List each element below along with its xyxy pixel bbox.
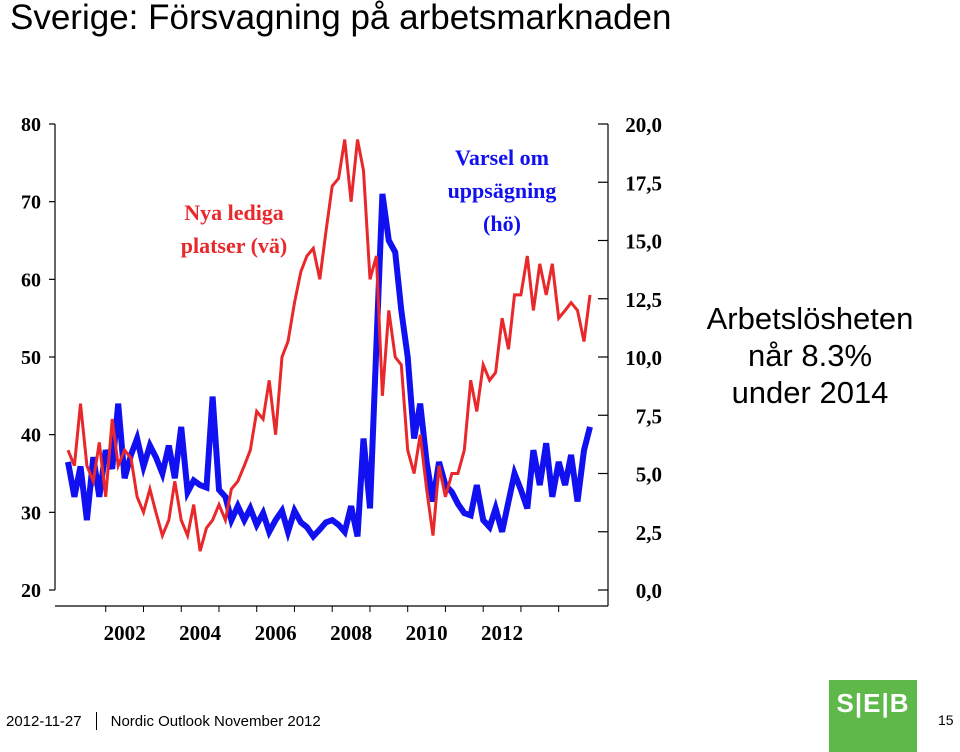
right-tick-label: 7,5 — [636, 404, 662, 428]
x-tick-label: 2008 — [330, 621, 372, 645]
x-tick-label: 2002 — [104, 621, 146, 645]
seb-logo-text: S|E|B — [836, 688, 910, 718]
page-number: 15 — [938, 712, 954, 728]
left-tick-label: 30 — [21, 502, 41, 524]
footer-date: 2012-11-27 — [6, 713, 82, 730]
varsel-series-label: (hö) — [483, 211, 521, 236]
left-tick-label: 70 — [21, 192, 41, 214]
right-tick-label: 10,0 — [625, 346, 662, 370]
right-tick-label: 17,5 — [625, 171, 662, 195]
right-tick-label: 20,0 — [625, 113, 662, 137]
x-tick-label: 2004 — [179, 621, 222, 645]
x-tick-label: 2006 — [255, 621, 297, 645]
right-tick-label: 15,0 — [625, 230, 662, 254]
varsel-series-label: uppsägning — [448, 178, 557, 203]
footer: 2012-11-27 Nordic Outlook November 2012 — [6, 712, 321, 730]
left-tick-label: 50 — [21, 347, 41, 369]
annotation-line-2: når 8.3% — [747, 338, 873, 374]
right-tick-label: 2,5 — [636, 521, 662, 545]
varsel-series-label: Varsel om — [455, 145, 549, 170]
footer-publication: Nordic Outlook November 2012 — [110, 713, 321, 730]
lediga-series-line — [66, 139, 592, 552]
left-tick-label: 40 — [21, 425, 41, 447]
right-tick-label: 0,0 — [636, 579, 662, 603]
lediga-series-label: Nya lediga — [184, 200, 284, 225]
annotation-line-1: Arbetslösheten — [706, 301, 914, 336]
page-title: Sverige: Försvagning på arbetsmarknaden — [10, 0, 672, 37]
right-tick-label: 12,5 — [625, 288, 662, 312]
x-tick-label: 2010 — [406, 621, 448, 645]
x-tick-label: 2012 — [481, 621, 523, 645]
left-tick-label: 60 — [21, 269, 41, 291]
left-tick-label: 80 — [21, 114, 41, 136]
footer-divider — [95, 712, 97, 730]
chart: 20 30 40 50 60 70 80 0,0 2,5 5,0 7,5 10,0 12,5 15,0 17… — [21, 113, 662, 645]
left-tick-label: 20 — [21, 580, 41, 602]
seb-logo: S|E|B — [829, 680, 917, 752]
annotation-line-3: under 2014 — [731, 375, 889, 411]
varsel-series-line — [65, 193, 593, 543]
lediga-series-label: platser (vä) — [181, 233, 288, 258]
unemployment-annotation: Arbetslösheten når 8.3% under 2014 — [670, 300, 950, 412]
right-tick-label: 5,0 — [636, 463, 662, 487]
